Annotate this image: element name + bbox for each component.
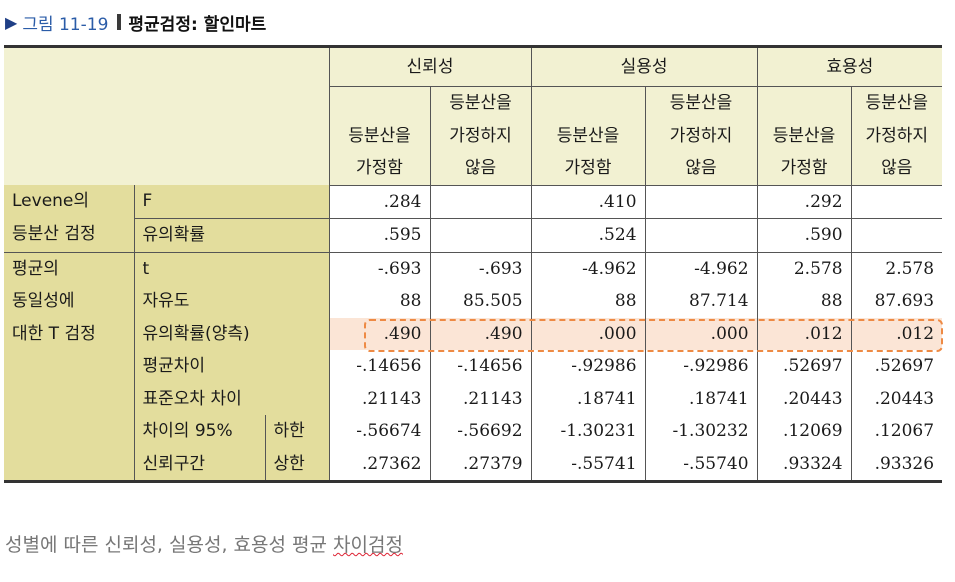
value-cell: -.55740 [645, 447, 758, 482]
significance-value-cell: .000 [645, 317, 758, 350]
subheader-unequal: 등분산을 가정하지 않음 [851, 86, 943, 186]
group-header-utility: 효용성 [757, 46, 943, 87]
ci-label: 차이의 95% 신뢰구간 [134, 415, 266, 482]
value-cell [645, 185, 758, 219]
table-row: 평균차이 -.14656 -.14656 -.92986 -.92986.52697.5… [4, 350, 942, 383]
stat-label: F [134, 185, 330, 219]
value-cell: -.92986 [531, 350, 646, 383]
arrow-icon: ▶ [5, 12, 17, 32]
stat-label: t [134, 252, 330, 285]
value-cell: .292 [757, 185, 852, 219]
value-cell: -.55741 [531, 447, 646, 482]
value-cell: -.693 [430, 252, 532, 285]
significance-value-cell: .000 [531, 317, 646, 350]
subheader-equal: 등분산을 가정함 [329, 86, 431, 186]
value-cell [430, 218, 532, 253]
subheader-equal: 등분산을 가정함 [531, 86, 646, 186]
stat-label: 평균차이 [134, 350, 330, 383]
value-cell: 87.693 [874, 291, 935, 311]
subheader-unequal: 등분산을 가정하지 않음 [430, 86, 532, 186]
value-cell: -4.962 [531, 252, 646, 285]
table-row: Levene의 등분산 검정 F .284 .410 .292 [4, 185, 943, 253]
value-cell: 2.578 [885, 258, 935, 279]
table-row: 상한 .27362.27379 -.55741 -.55740.93324 .93326 [4, 447, 942, 482]
value-cell: 2.578 [757, 252, 852, 285]
value-cell: -1.30231 [531, 415, 646, 448]
ttest-section: 평균의 동일성에 대한 T 검정 t -.693 -.693 -4.962 -4.962 2.5… [4, 252, 943, 482]
value-cell: .93324 [757, 447, 852, 482]
value-cell: -1.30232 [645, 415, 758, 448]
table-row: 자유도 88 85.505 88 87.714 88 87.693 [4, 285, 942, 318]
value-cell: .410 [531, 185, 646, 219]
value-cell: .52697 [757, 350, 852, 383]
caption: 성별에 따른 신뢰성, 실용성, 효용성 평균 차이검정 [5, 534, 403, 556]
ci-bound-label: 상한 [265, 447, 330, 482]
value-cell: -.92986 [645, 350, 758, 383]
value-cell: 88 [329, 285, 431, 318]
value-cell: .20443 [874, 388, 935, 409]
value-cell: .21143 [329, 382, 431, 415]
subheader-equal: 등분산을 가정함 [757, 86, 852, 186]
subheader-row: 등분산을 가정함 등분산을 가정하지 않음 등분산을 가정함 등분산을 가정하지 않음 등분… [4, 86, 943, 186]
table-row: 차이의 95% 신뢰구간 하한 -.56674 -.56692 -1.30231 -1.30… [4, 415, 942, 482]
stat-label: 자유도 [134, 285, 330, 318]
figure-label: 그림 11-19 [22, 14, 109, 35]
value-cell: 88 [757, 285, 852, 318]
t-test-table: 신뢰성 실용성 효용성 등분산을 가정함 등분산을 가정하지 않음 등분산을 가정함 등… [4, 45, 943, 483]
value-cell: .595 [329, 218, 431, 253]
levene-label: Levene의 등분산 검정 [4, 185, 135, 253]
value-cell: .27379 [430, 447, 532, 482]
table-row: 유의확률(양측) .490.490.000.000.012.012 [4, 317, 943, 350]
value-cell: 85.505 [430, 285, 532, 318]
value-cell: -.693 [329, 252, 431, 285]
significance-value-cell: .012 [851, 317, 943, 350]
corner-cell [4, 46, 330, 185]
table-row: 유의확률 .595 .524 .590 [4, 218, 943, 253]
table-row: 평균의 동일성에 대한 T 검정 t -.693 -.693 -4.962 -4.962 2.5… [4, 252, 942, 482]
value-cell: -.56692 [430, 415, 532, 448]
value-cell: .18741 [531, 382, 646, 415]
significance-value-cell: .490 [430, 317, 532, 350]
value-cell: .284 [329, 185, 431, 219]
value-cell: .524 [531, 218, 646, 253]
value-cell: 88 [531, 285, 646, 318]
figure-title: 평균검정: 할인마트 [128, 14, 267, 35]
value-cell: -.56674 [329, 415, 431, 448]
value-cell: .21143 [430, 382, 532, 415]
value-cell: .12069 [757, 415, 852, 448]
value-cell: .590 [757, 218, 852, 253]
ttest-label: 평균의 동일성에 대한 T 검정 [4, 252, 135, 482]
value-cell: .12067 [874, 421, 935, 441]
value-cell: .52697 [874, 356, 935, 376]
value-cell [645, 218, 758, 253]
stat-label: 유의확률 [134, 218, 330, 253]
value-cell: .18741 [645, 382, 758, 415]
value-cell: -4.962 [645, 252, 758, 285]
ci-bound-label: 하한 [265, 415, 330, 448]
subheader-unequal: 등분산을 가정하지 않음 [645, 86, 758, 186]
value-cell: .27362 [329, 447, 431, 482]
significance-value-cell: .012 [757, 317, 852, 350]
stat-label: 유의확률(양측) [134, 317, 330, 350]
table-row: 표준오차 차이 .21143.21143.18741.18741.20443.20… [4, 382, 942, 415]
value-cell: -.14656 [329, 350, 431, 383]
value-cell: -.14656 [430, 350, 532, 383]
value-cell [851, 185, 943, 219]
group-header-reliability: 신뢰성 [329, 46, 532, 87]
value-cell: .93326 [874, 453, 935, 474]
value-cell: .20443 [757, 382, 852, 415]
group-header-practicality: 실용성 [531, 46, 758, 87]
value-cell [851, 218, 943, 253]
separator-bar [117, 14, 122, 30]
levene-section: Levene의 등분산 검정 F .284 .410 .292 유의확률 .595 .524 .5… [4, 185, 943, 253]
value-cell: 87.714 [645, 285, 758, 318]
stat-label: 표준오차 차이 [134, 382, 330, 415]
figure-title-bar: ▶ 그림 11-19 평균검정: 할인마트 [5, 9, 266, 35]
spellcheck-underlined-text: 차이검정 [333, 534, 403, 556]
significance-value-cell: .490 [329, 317, 431, 350]
value-cell [430, 185, 532, 219]
